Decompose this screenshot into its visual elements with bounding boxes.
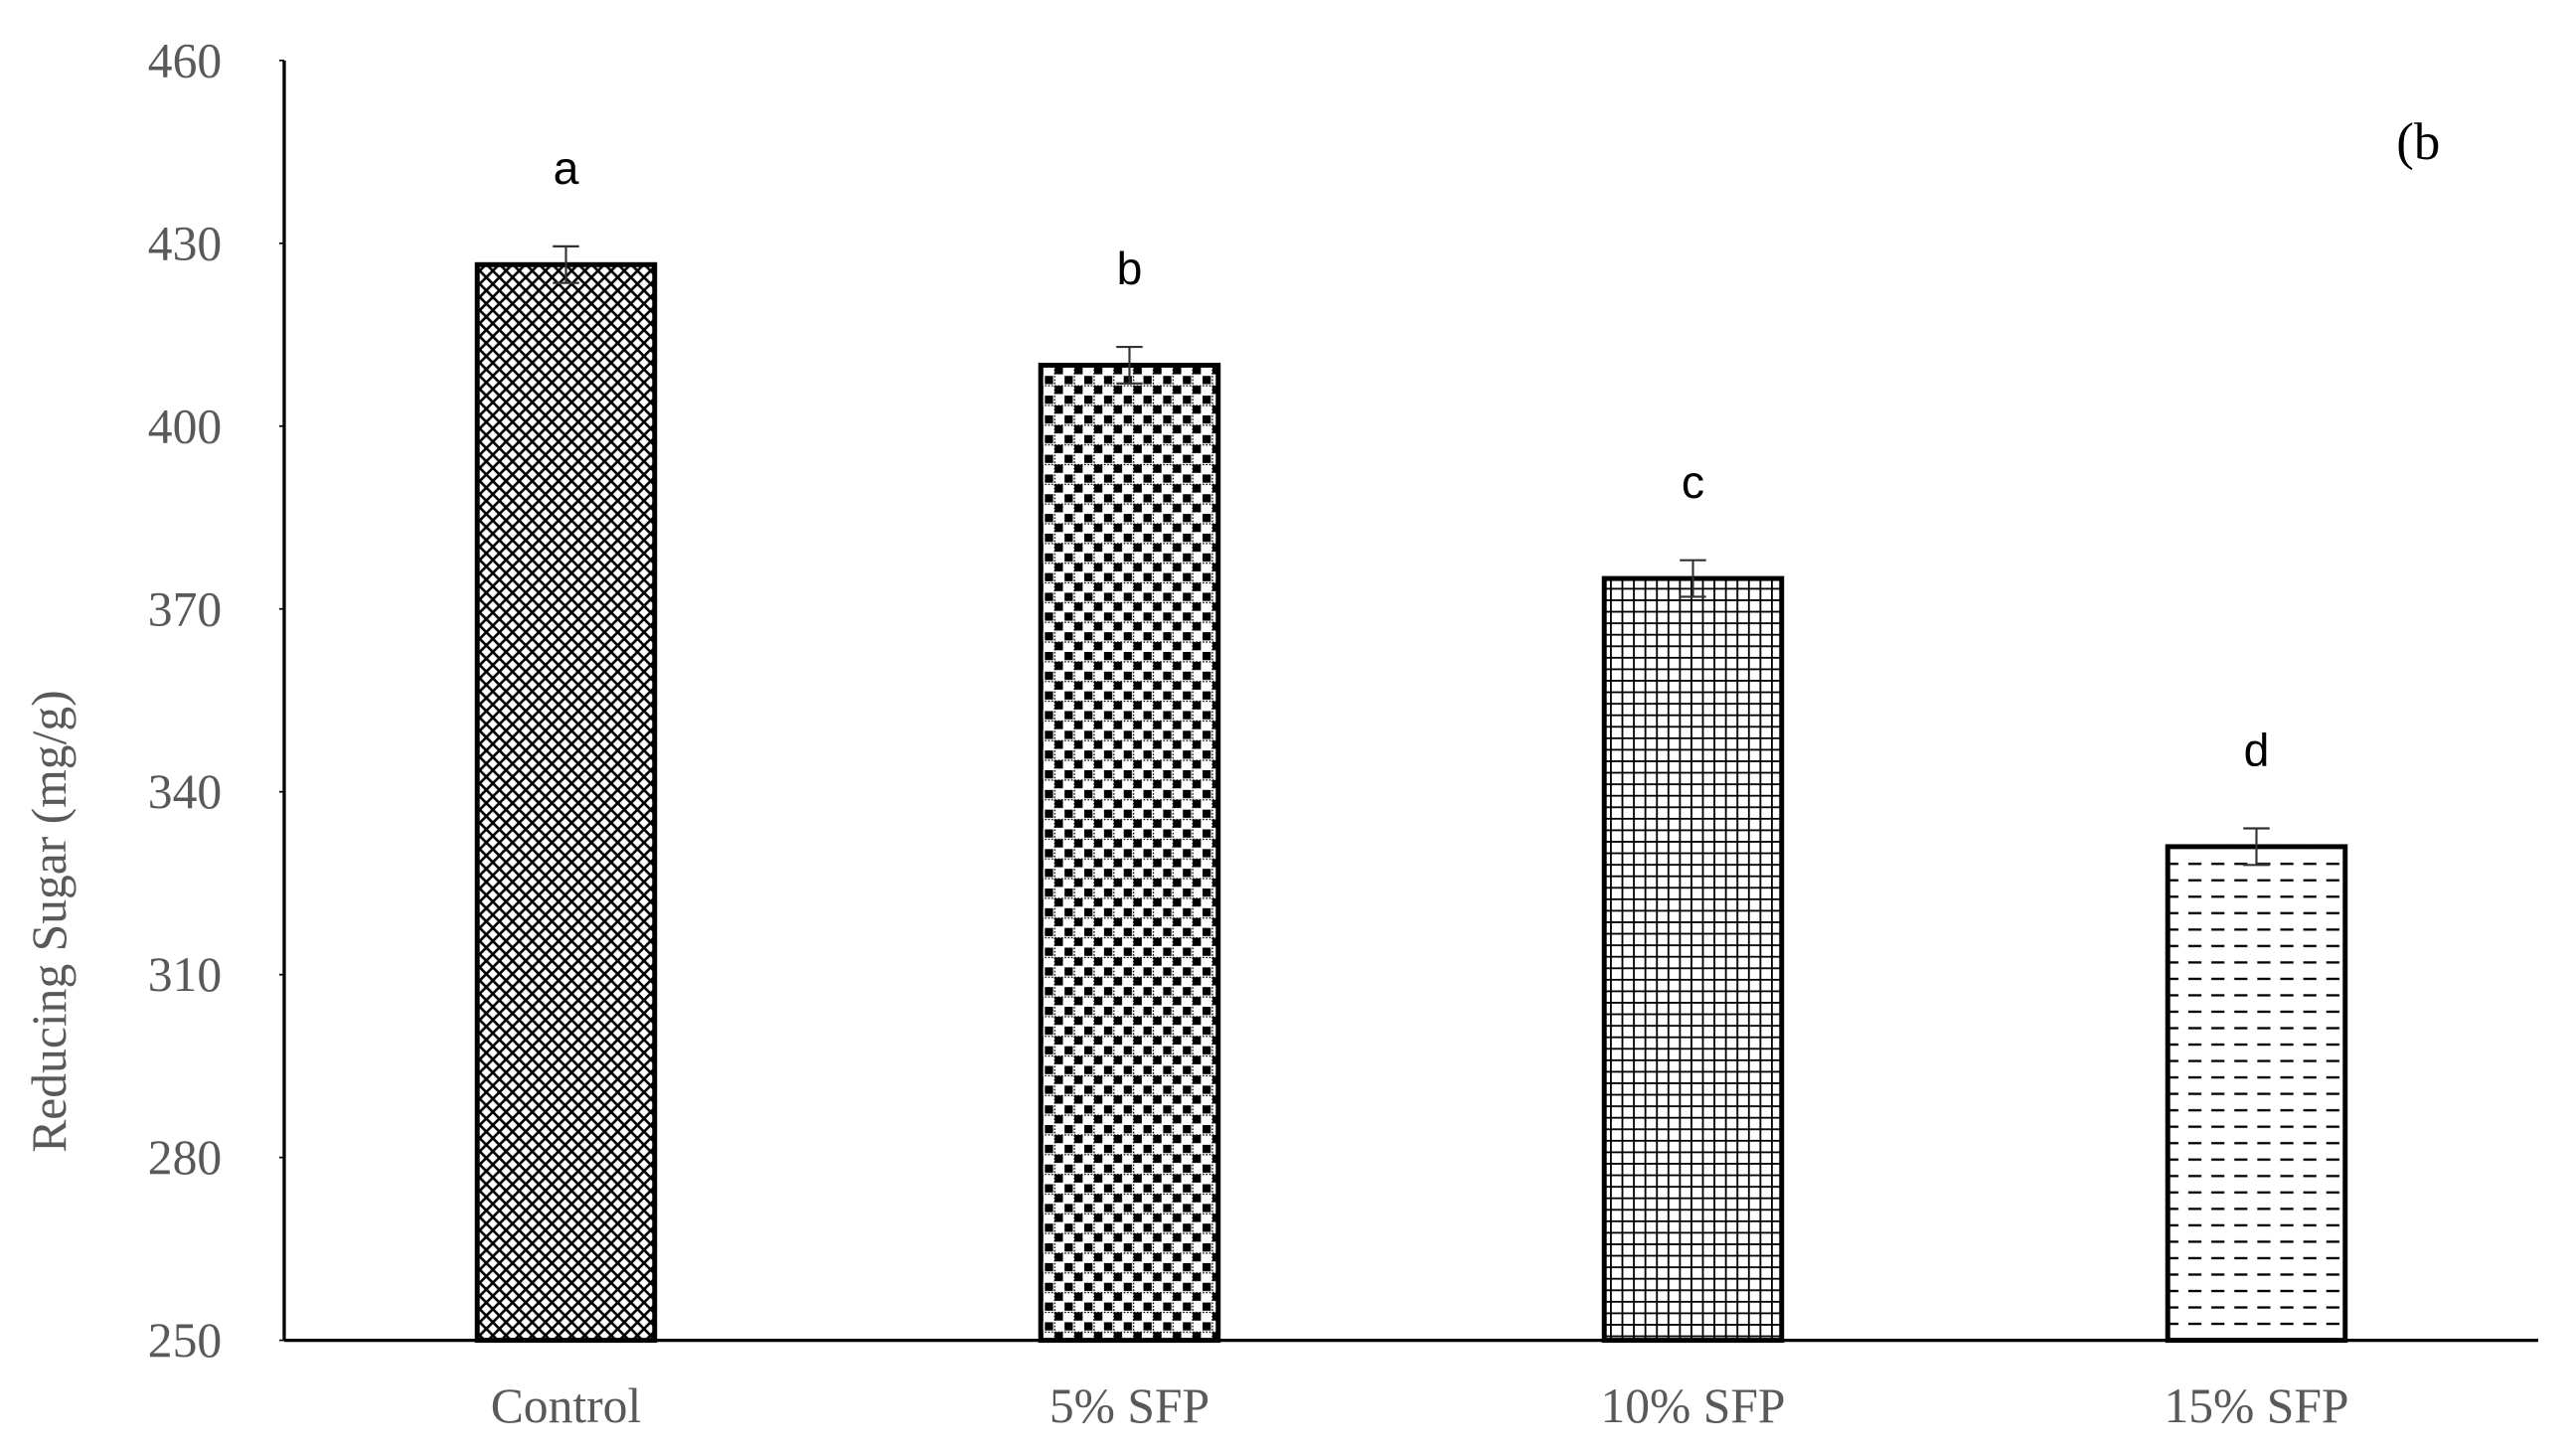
y-tick-label: 340	[148, 764, 222, 819]
bar	[474, 261, 658, 1344]
bar	[1601, 575, 1785, 1344]
significance-letter: b	[1117, 242, 1143, 294]
x-tick-label: 5% SFP	[1049, 1378, 1209, 1433]
x-tick-label: 10% SFP	[1600, 1378, 1785, 1433]
y-tick-label: 430	[148, 216, 222, 270]
error-bar	[1680, 559, 1706, 598]
y-tick-label: 250	[148, 1313, 222, 1368]
y-tick-label: 370	[148, 581, 222, 636]
y-tick-label: 460	[148, 33, 222, 87]
bar	[2165, 844, 2348, 1344]
error-bar	[2243, 827, 2270, 867]
error-bar	[553, 244, 579, 284]
panel-label: (b	[2396, 113, 2440, 171]
x-tick-label: 15% SFP	[2164, 1378, 2348, 1433]
significance-letter: a	[554, 142, 579, 194]
plot-area: 250 280 310 340 370 400 430 460 a Control b 5% SFP c…	[148, 33, 2538, 1433]
bar	[1038, 362, 1221, 1344]
y-tick-label: 400	[148, 399, 222, 453]
x-tick-label: Control	[491, 1378, 642, 1433]
error-bar	[1116, 345, 1143, 385]
significance-letter: c	[1682, 456, 1704, 508]
y-tick-label: 310	[148, 947, 222, 1002]
y-tick-label: 280	[148, 1130, 222, 1185]
significance-letter: d	[2244, 725, 2270, 776]
y-axis-title: Reducing Sugar (mg/g)	[22, 690, 77, 1152]
